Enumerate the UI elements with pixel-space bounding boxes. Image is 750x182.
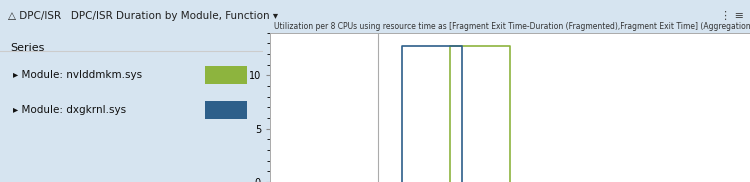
Text: Utilization per 8 CPUs using resource time as [Fragment Exit Time-Duration (Frag: Utilization per 8 CPUs using resource ti…: [274, 22, 750, 31]
Text: ▸ Module: nvlddmkm.sys: ▸ Module: nvlddmkm.sys: [13, 70, 142, 80]
Text: Series: Series: [10, 43, 45, 53]
FancyBboxPatch shape: [205, 66, 247, 84]
Text: ▸ Module: dxgkrnl.sys: ▸ Module: dxgkrnl.sys: [13, 105, 126, 115]
Text: △ DPC/ISR   DPC/ISR Duration by Module, Function ▾: △ DPC/ISR DPC/ISR Duration by Module, Fu…: [8, 11, 278, 21]
Text: ⋮ ≡: ⋮ ≡: [720, 11, 744, 21]
FancyBboxPatch shape: [205, 101, 247, 119]
